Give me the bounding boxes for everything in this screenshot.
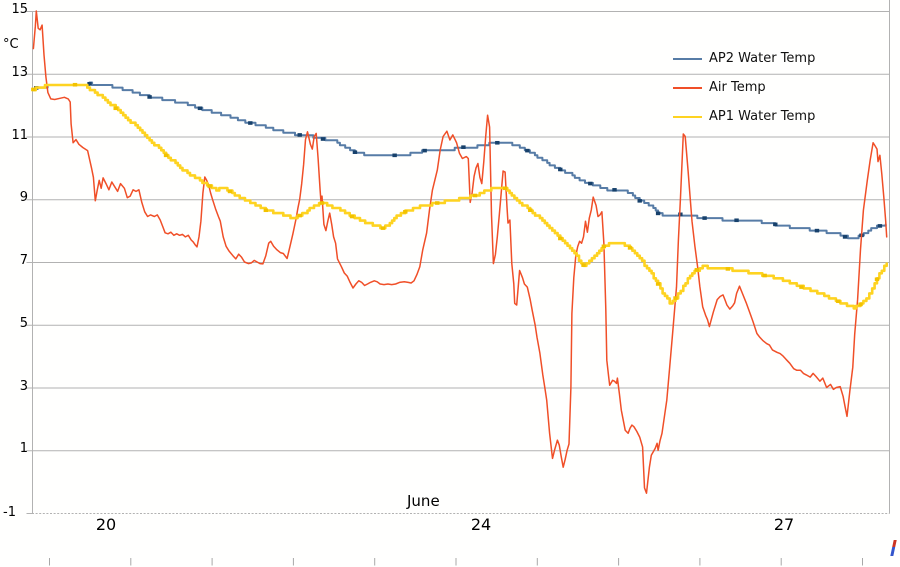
legend-swatch-icon — [673, 86, 702, 89]
legend-item-air-temp: Air Temp — [673, 73, 815, 102]
x-axis-month-label: June — [407, 492, 440, 510]
legend-label: AP1 Water Temp — [709, 109, 816, 124]
series-marker — [799, 285, 804, 289]
series-marker — [392, 153, 397, 158]
series-marker — [734, 218, 739, 223]
series-marker — [349, 214, 355, 219]
series-marker — [858, 302, 863, 307]
legend-item-ap1-water-temp: AP1 Water Temp — [673, 102, 815, 131]
series-marker — [725, 267, 731, 271]
series-marker — [558, 236, 563, 241]
series-marker — [435, 201, 440, 205]
series-marker — [422, 148, 427, 153]
series-marker — [263, 208, 269, 213]
series-marker — [461, 145, 466, 149]
series-marker — [588, 181, 593, 186]
series-marker — [495, 140, 500, 145]
series-line-ap1-water-temp — [32, 83, 888, 310]
y-tick-label: 1 — [19, 441, 28, 456]
series-marker — [352, 150, 358, 154]
y-tick-label: -1 — [3, 505, 16, 520]
chart-legend: AP2 Water Temp Air Temp AP1 Water Temp — [673, 44, 815, 131]
series-marker — [163, 153, 169, 158]
y-tick-label: 7 — [19, 253, 28, 268]
series-marker — [502, 186, 508, 191]
series-marker — [525, 148, 530, 153]
series-marker — [773, 222, 778, 227]
series-marker — [814, 228, 820, 233]
series-marker — [297, 213, 302, 218]
series-line-air-temp — [32, 10, 888, 494]
series-marker — [528, 208, 533, 213]
series-marker — [702, 216, 707, 220]
series-marker — [248, 121, 253, 125]
series-marker — [87, 81, 92, 86]
x-tick-label: 27 — [773, 515, 795, 534]
legend-label: AP2 Water Temp — [709, 51, 816, 66]
series-marker — [320, 137, 326, 141]
series-marker — [472, 193, 478, 198]
series-marker — [877, 224, 883, 228]
series-marker — [403, 210, 408, 214]
series-marker — [655, 211, 661, 216]
series-marker — [612, 188, 617, 192]
legend-item-ap2-water-temp: AP2 Water Temp — [673, 44, 815, 73]
series-marker — [762, 273, 767, 278]
series-marker — [874, 277, 880, 282]
series-marker — [655, 282, 661, 286]
series-marker — [637, 199, 642, 203]
series-marker — [558, 167, 563, 172]
legend-swatch-icon — [673, 115, 702, 118]
y-tick-label: 5 — [19, 316, 28, 331]
y-tick-label: 3 — [19, 379, 28, 394]
series-marker — [673, 296, 678, 300]
series-marker — [113, 106, 118, 111]
y-tick-label: 11 — [11, 128, 28, 143]
series-marker — [694, 268, 700, 272]
series-marker — [836, 299, 841, 304]
series-marker — [147, 95, 152, 99]
x-tick-label: 20 — [95, 515, 117, 534]
legend-swatch-icon — [673, 57, 702, 60]
x-tick-label: 24 — [470, 515, 492, 534]
series-marker — [72, 82, 78, 87]
series-marker — [197, 106, 203, 111]
series-marker — [380, 226, 386, 230]
series-marker — [581, 263, 586, 267]
y-tick-label: 13 — [11, 65, 28, 80]
series-marker — [842, 235, 848, 239]
series-marker — [601, 244, 607, 249]
series-marker — [227, 189, 233, 194]
series-line-ap2-water-temp — [35, 81, 887, 240]
series-marker — [31, 87, 36, 92]
y-tick-label: 15 — [11, 2, 28, 17]
series-marker — [627, 246, 633, 250]
series-marker — [319, 201, 325, 205]
legend-label: Air Temp — [709, 80, 766, 95]
series-marker — [297, 133, 302, 137]
y-tick-label: 9 — [19, 190, 28, 205]
y-axis-unit-label: °C — [3, 37, 19, 52]
series-marker — [207, 184, 212, 188]
